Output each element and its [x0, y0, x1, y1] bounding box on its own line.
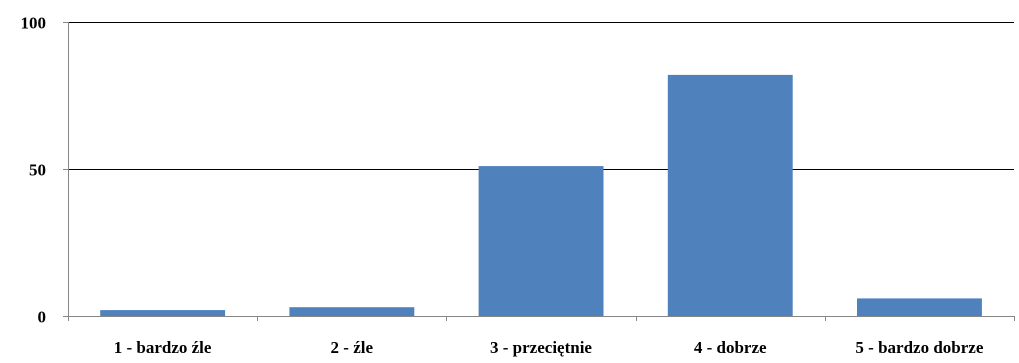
gridlines [68, 22, 1014, 170]
x-tick-label: 5 - bardzo dobrze [855, 338, 983, 357]
x-tick-labels: 1 - bardzo źle 2 - źle 3 - przeciętnie 4 - … [114, 338, 984, 357]
x-tick-label: 4 - dobrze [694, 338, 767, 357]
y-tick-label: 50 [29, 161, 46, 180]
bar-4 [667, 74, 793, 317]
bar-1 [100, 310, 226, 316]
axes [63, 22, 1015, 321]
x-tick-label: 1 - bardzo źle [114, 338, 212, 357]
y-tick-label: 100 [21, 14, 47, 33]
y-tick-labels: 0 50 100 [21, 14, 47, 327]
bars [100, 74, 982, 317]
bar-3 [478, 166, 604, 316]
bar-2 [289, 307, 415, 316]
x-tick-label: 2 - źle [331, 338, 374, 357]
x-tick-label: 3 - przeciętnie [490, 338, 592, 357]
bar-5 [857, 298, 982, 316]
y-tick-label: 0 [38, 308, 47, 327]
